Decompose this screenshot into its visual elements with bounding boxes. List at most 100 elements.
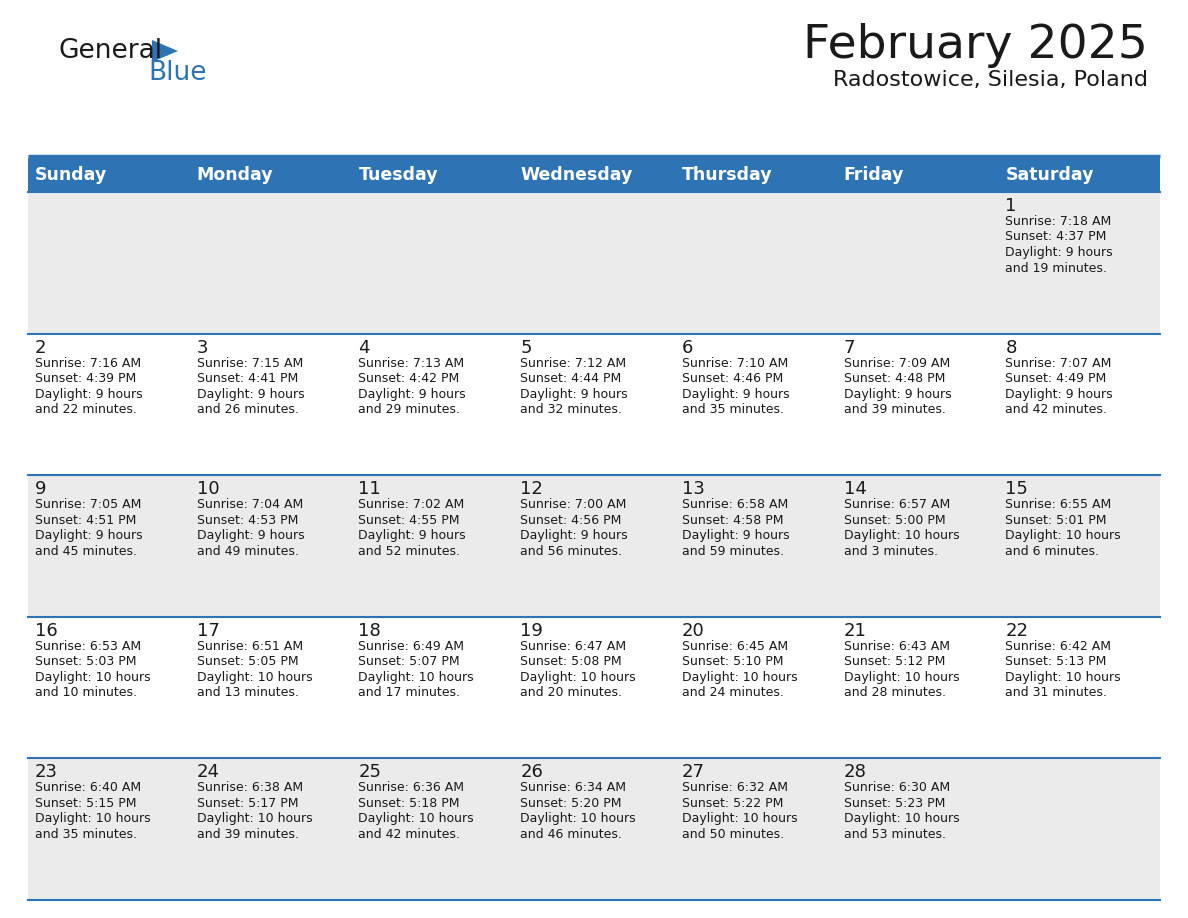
Text: Daylight: 10 hours: Daylight: 10 hours [682,671,797,684]
Text: Sunset: 5:10 PM: Sunset: 5:10 PM [682,655,783,668]
Text: Sunset: 4:58 PM: Sunset: 4:58 PM [682,514,783,527]
Text: Sunset: 5:05 PM: Sunset: 5:05 PM [197,655,298,668]
Text: Sunset: 5:15 PM: Sunset: 5:15 PM [34,797,137,810]
Text: 2: 2 [34,339,46,356]
Text: and 35 minutes.: and 35 minutes. [34,828,137,841]
Text: and 28 minutes.: and 28 minutes. [843,687,946,700]
Text: and 56 minutes.: and 56 minutes. [520,544,623,558]
Text: Daylight: 10 hours: Daylight: 10 hours [1005,671,1121,684]
Text: Daylight: 9 hours: Daylight: 9 hours [359,387,466,400]
Text: 19: 19 [520,621,543,640]
Text: Sunset: 5:22 PM: Sunset: 5:22 PM [682,797,783,810]
Text: and 22 minutes.: and 22 minutes. [34,403,137,416]
Text: 3: 3 [197,339,208,356]
Text: Daylight: 10 hours: Daylight: 10 hours [34,812,151,825]
Text: Thursday: Thursday [682,166,772,184]
Text: General: General [58,38,162,64]
Text: 8: 8 [1005,339,1017,356]
Text: Daylight: 9 hours: Daylight: 9 hours [34,387,143,400]
Text: Daylight: 10 hours: Daylight: 10 hours [197,812,312,825]
Text: 21: 21 [843,621,866,640]
Text: 5: 5 [520,339,532,356]
Text: Sunrise: 6:34 AM: Sunrise: 6:34 AM [520,781,626,794]
Text: Tuesday: Tuesday [359,166,438,184]
Text: Sunset: 5:01 PM: Sunset: 5:01 PM [1005,514,1107,527]
Text: and 59 minutes.: and 59 minutes. [682,544,784,558]
Text: Daylight: 9 hours: Daylight: 9 hours [843,387,952,400]
Text: Sunset: 4:41 PM: Sunset: 4:41 PM [197,372,298,385]
Text: Sunrise: 6:30 AM: Sunrise: 6:30 AM [843,781,949,794]
Text: Sunset: 4:42 PM: Sunset: 4:42 PM [359,372,460,385]
Text: Sunset: 5:03 PM: Sunset: 5:03 PM [34,655,137,668]
Text: Daylight: 10 hours: Daylight: 10 hours [359,812,474,825]
Text: Monday: Monday [197,166,273,184]
Text: 1: 1 [1005,197,1017,215]
Text: and 50 minutes.: and 50 minutes. [682,828,784,841]
Text: Sunrise: 7:18 AM: Sunrise: 7:18 AM [1005,215,1112,228]
Text: Sunset: 5:08 PM: Sunset: 5:08 PM [520,655,621,668]
Text: Sunday: Sunday [34,166,107,184]
Text: Daylight: 10 hours: Daylight: 10 hours [843,529,959,543]
Text: 16: 16 [34,621,58,640]
Bar [29,758,1159,900]
Text: Daylight: 9 hours: Daylight: 9 hours [682,387,790,400]
Text: Sunrise: 7:04 AM: Sunrise: 7:04 AM [197,498,303,511]
Text: Daylight: 10 hours: Daylight: 10 hours [34,671,151,684]
Text: 22: 22 [1005,621,1029,640]
Text: Daylight: 9 hours: Daylight: 9 hours [1005,387,1113,400]
Text: and 10 minutes.: and 10 minutes. [34,687,137,700]
Text: Sunrise: 7:09 AM: Sunrise: 7:09 AM [843,356,950,370]
Text: 15: 15 [1005,480,1028,498]
Text: Daylight: 10 hours: Daylight: 10 hours [843,812,959,825]
Text: Blue: Blue [148,60,207,86]
Text: Saturday: Saturday [1005,166,1094,184]
Text: and 29 minutes.: and 29 minutes. [359,403,460,416]
Text: Sunrise: 6:55 AM: Sunrise: 6:55 AM [1005,498,1112,511]
Bar [29,333,1159,476]
Text: Sunset: 4:46 PM: Sunset: 4:46 PM [682,372,783,385]
Text: Sunrise: 6:38 AM: Sunrise: 6:38 AM [197,781,303,794]
Text: Sunrise: 6:49 AM: Sunrise: 6:49 AM [359,640,465,653]
Text: and 49 minutes.: and 49 minutes. [197,544,298,558]
Text: and 45 minutes.: and 45 minutes. [34,544,137,558]
Text: Sunrise: 6:42 AM: Sunrise: 6:42 AM [1005,640,1111,653]
Text: Sunset: 5:17 PM: Sunset: 5:17 PM [197,797,298,810]
Text: Daylight: 9 hours: Daylight: 9 hours [520,387,627,400]
Text: Sunrise: 6:51 AM: Sunrise: 6:51 AM [197,640,303,653]
Text: Sunrise: 7:05 AM: Sunrise: 7:05 AM [34,498,141,511]
Text: 28: 28 [843,764,866,781]
Text: Daylight: 9 hours: Daylight: 9 hours [1005,246,1113,259]
Text: 7: 7 [843,339,855,356]
Text: Wednesday: Wednesday [520,166,632,184]
Text: Sunrise: 7:15 AM: Sunrise: 7:15 AM [197,356,303,370]
Text: Sunrise: 7:16 AM: Sunrise: 7:16 AM [34,356,141,370]
Text: 10: 10 [197,480,220,498]
Text: 12: 12 [520,480,543,498]
Text: Sunset: 4:55 PM: Sunset: 4:55 PM [359,514,460,527]
Text: 25: 25 [359,764,381,781]
Text: Daylight: 10 hours: Daylight: 10 hours [682,812,797,825]
Text: Sunrise: 6:57 AM: Sunrise: 6:57 AM [843,498,950,511]
Text: Sunset: 5:13 PM: Sunset: 5:13 PM [1005,655,1107,668]
Text: Sunset: 4:51 PM: Sunset: 4:51 PM [34,514,137,527]
Text: and 39 minutes.: and 39 minutes. [843,403,946,416]
Text: 17: 17 [197,621,220,640]
Polygon shape [152,40,178,62]
Text: Daylight: 10 hours: Daylight: 10 hours [1005,529,1121,543]
Text: and 46 minutes.: and 46 minutes. [520,828,623,841]
Text: Daylight: 9 hours: Daylight: 9 hours [197,529,304,543]
Text: Sunrise: 6:58 AM: Sunrise: 6:58 AM [682,498,788,511]
Text: Daylight: 10 hours: Daylight: 10 hours [520,671,636,684]
Text: 24: 24 [197,764,220,781]
Text: and 13 minutes.: and 13 minutes. [197,687,298,700]
Text: 13: 13 [682,480,704,498]
Text: Daylight: 10 hours: Daylight: 10 hours [197,671,312,684]
Text: 11: 11 [359,480,381,498]
Text: Sunrise: 6:45 AM: Sunrise: 6:45 AM [682,640,788,653]
Text: Friday: Friday [843,166,904,184]
Text: Daylight: 10 hours: Daylight: 10 hours [843,671,959,684]
Text: Sunrise: 7:10 AM: Sunrise: 7:10 AM [682,356,788,370]
Text: Daylight: 9 hours: Daylight: 9 hours [359,529,466,543]
Bar [29,158,1159,192]
Text: Sunset: 4:49 PM: Sunset: 4:49 PM [1005,372,1106,385]
